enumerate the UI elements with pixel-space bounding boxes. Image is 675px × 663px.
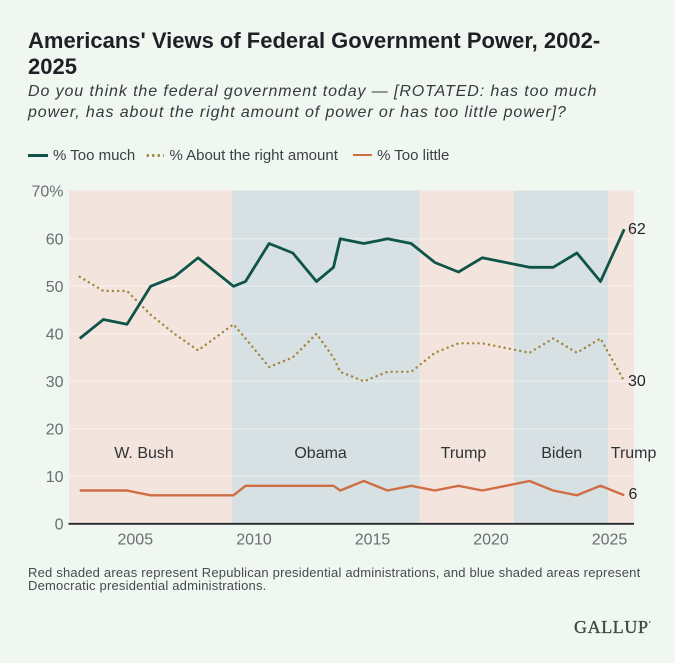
svg-text:Trump: Trump — [611, 445, 657, 462]
svg-text:62: 62 — [628, 221, 646, 238]
svg-text:30: 30 — [628, 373, 646, 390]
svg-text:Trump: Trump — [441, 445, 487, 462]
svg-text:20: 20 — [46, 421, 64, 438]
svg-text:40: 40 — [46, 326, 64, 343]
svg-text:Obama: Obama — [294, 445, 347, 462]
svg-text:2025: 2025 — [592, 532, 628, 549]
svg-text:10: 10 — [46, 469, 64, 486]
svg-text:W. Bush: W. Bush — [114, 445, 174, 462]
svg-text:6: 6 — [629, 486, 638, 503]
svg-text:Biden: Biden — [541, 445, 582, 462]
svg-text:60: 60 — [46, 231, 64, 248]
svg-text:2015: 2015 — [355, 532, 391, 549]
svg-text:2005: 2005 — [118, 532, 154, 549]
svg-text:0: 0 — [55, 516, 64, 533]
svg-text:2020: 2020 — [473, 532, 509, 549]
svg-text:30: 30 — [46, 374, 64, 391]
svg-text:50: 50 — [46, 279, 64, 296]
svg-text:2010: 2010 — [236, 532, 272, 549]
svg-text:70%: 70% — [31, 184, 63, 201]
